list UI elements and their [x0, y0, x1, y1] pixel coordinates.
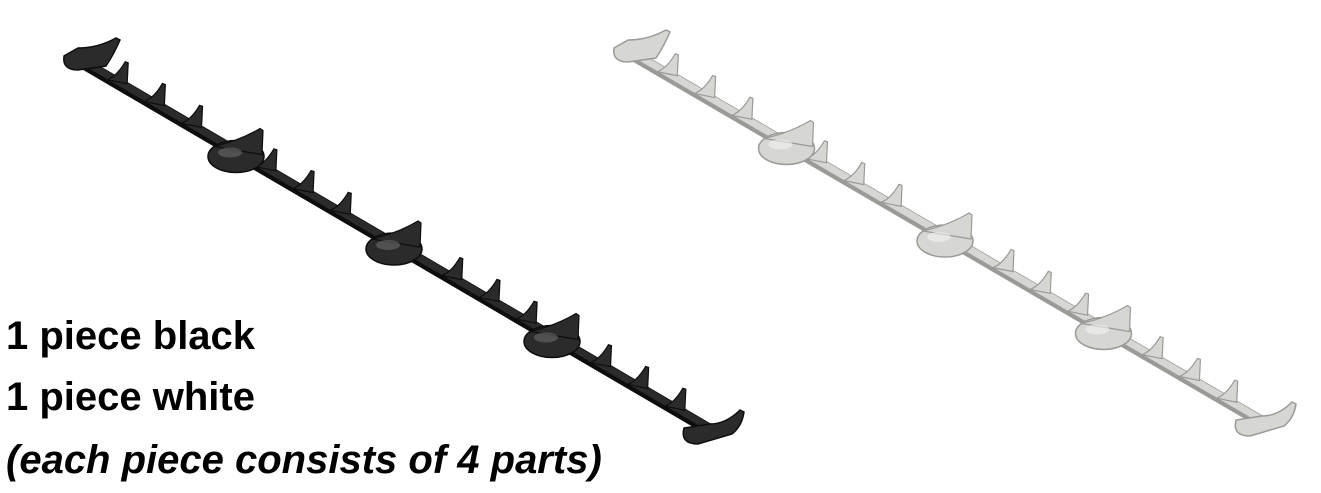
strip-joint-highlight — [768, 139, 793, 150]
strip-tooth — [655, 53, 679, 77]
strip-tooth — [729, 96, 754, 121]
caption-parts-note: (each piece consists of 4 parts) — [6, 438, 602, 482]
strip-end-tab-start — [613, 29, 671, 63]
strip-tooth — [514, 300, 538, 324]
strip-tooth — [1177, 357, 1202, 382]
white-piece — [613, 29, 1297, 437]
strip-tooth — [588, 343, 613, 368]
strip-tooth — [1140, 335, 1164, 360]
strip-joint-highlight — [218, 147, 242, 158]
strip-tooth — [1214, 379, 1239, 403]
strip-tooth — [692, 74, 717, 99]
strip-tooth — [990, 248, 1015, 273]
strip-joint-highlight — [376, 240, 400, 250]
strip-joint-highlight — [534, 332, 558, 343]
strip-tooth — [105, 61, 129, 85]
strip-tooth — [625, 365, 650, 390]
strip-tooth — [662, 387, 687, 411]
strip-tooth — [841, 161, 866, 186]
strip-tooth — [142, 82, 166, 107]
strip-tooth — [290, 169, 315, 194]
strip-tooth — [439, 256, 464, 281]
strip-tooth — [179, 104, 204, 129]
strip-end-tab-end — [1234, 401, 1297, 437]
strip-end-tab-start — [63, 37, 121, 71]
black-piece — [63, 37, 745, 445]
strip-tooth — [878, 183, 903, 208]
strip-tooth — [1065, 292, 1090, 316]
caption-white-piece: 1 piece white — [6, 375, 255, 419]
strip-tooth — [1028, 270, 1052, 295]
strip-joint-highlight — [1085, 324, 1110, 335]
strip-end-tab-end — [682, 409, 745, 445]
strip-tooth — [328, 191, 352, 216]
caption-black-piece: 1 piece black — [6, 314, 256, 358]
strip-joint-highlight — [927, 232, 951, 242]
strip-tooth — [476, 278, 501, 303]
